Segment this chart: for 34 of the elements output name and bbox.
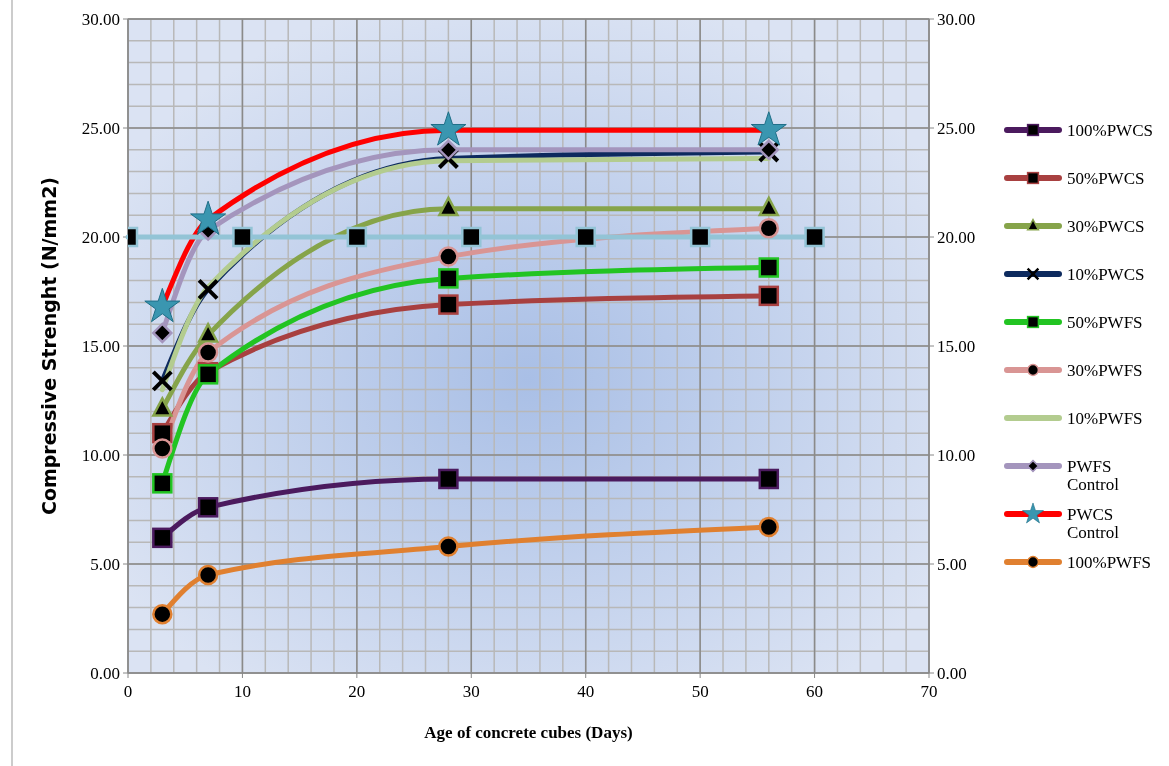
y2-tick-label: 20.00 [937, 228, 976, 247]
legend-label: PWFS Control [1067, 457, 1120, 494]
legend-label: 50%PWCS [1067, 169, 1145, 188]
legend-label: 30%PWCS [1067, 217, 1145, 236]
y2-tick-label: 10.00 [937, 446, 976, 465]
x-tick-label: 70 [920, 682, 938, 701]
x-axis-title: Age of concrete cubes (Days) [424, 723, 633, 742]
x-tick-label: 0 [123, 682, 133, 701]
x-tick-label: 40 [577, 682, 595, 701]
legend-label: 30%PWFS [1067, 361, 1143, 380]
legend-label: 100%PWFS [1067, 553, 1152, 572]
y2-tick-label: 5.00 [937, 555, 967, 574]
y2-tick-label: 25.00 [937, 119, 976, 138]
x-tick-label: 60 [806, 682, 824, 701]
legend-label: 100%PWCS [1067, 121, 1153, 140]
y2-tick-label: 30.00 [937, 10, 976, 29]
y-tick-label: 0.00 [90, 664, 120, 683]
x-tick-label: 50 [691, 682, 709, 701]
y-tick-label: 25.00 [81, 119, 120, 138]
legend-label: 10%PWCS [1067, 265, 1145, 284]
legend-label: 10%PWFS [1067, 409, 1143, 428]
x-tick-label: 10 [233, 682, 251, 701]
legend-label: PWCS Control [1067, 505, 1120, 542]
y-axis-title: Compressive Strenght (N/mm2) [38, 176, 60, 516]
y-tick-label: 10.00 [81, 446, 120, 465]
x-tick-label: 20 [348, 682, 366, 701]
legend-label: 50%PWFS [1067, 313, 1143, 332]
y-tick-label: 20.00 [81, 228, 120, 247]
y-tick-label: 5.00 [90, 555, 120, 574]
y-tick-label: 30.00 [81, 10, 120, 29]
y-tick-label: 15.00 [81, 337, 120, 356]
x-tick-label: 30 [462, 682, 480, 701]
y2-tick-label: 15.00 [937, 337, 976, 356]
y2-tick-label: 0.00 [937, 664, 967, 683]
